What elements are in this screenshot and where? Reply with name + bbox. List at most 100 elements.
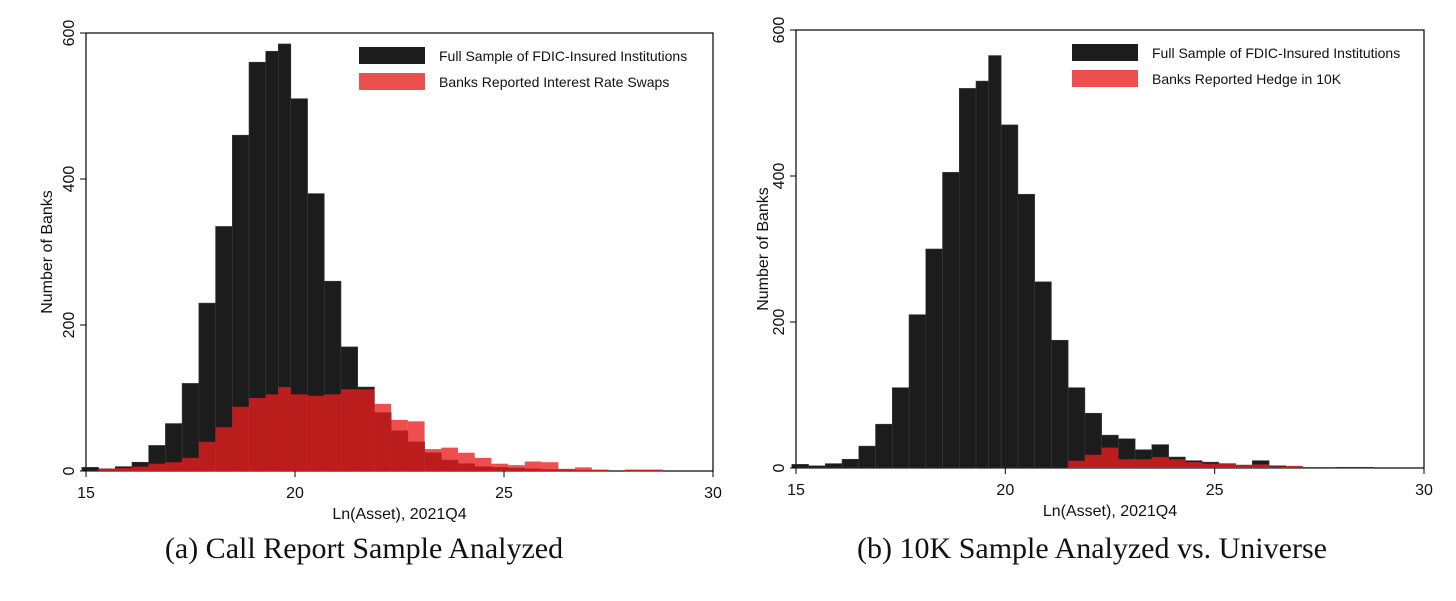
bar-subset [1151,457,1169,468]
bar-full-sample [1017,193,1035,469]
caption-b: (b) 10K Sample Analyzed vs. Universe [857,532,1327,565]
bar-subset [1135,459,1152,468]
bar-subset [1185,462,1203,468]
bar-subset [307,395,325,471]
bar-subset [115,468,132,471]
legend-swatch-subset [359,73,425,90]
x-tick-label: 15 [77,485,95,502]
legend-label-subset: Banks Reported Interest Rate Swaps [439,74,669,90]
x-tick-label: 25 [495,485,513,502]
bar-full-sample [808,465,826,469]
bar-subset [1118,459,1136,468]
bar-subset [324,394,341,471]
y-tick-label: 200 [771,309,788,336]
bar-subset [340,389,358,471]
bar-subset [374,403,392,471]
bar-subset [249,398,266,471]
x-tick-label: 15 [787,482,805,499]
bar-subset [558,468,576,471]
bar-subset [575,467,592,471]
bar-full-sample [958,88,977,469]
bar-subset [265,394,279,471]
bar-full-sample [791,464,809,469]
bar-subset [1202,463,1219,468]
y-axis-title: Number of Banks [755,187,772,311]
x-tick-label: 20 [286,485,304,502]
bar-full-sample [1067,387,1086,469]
caption-a: (a) Call Report Sample Analyzed [164,532,564,565]
legend-swatch-full [359,47,425,64]
histogram-a: 15 20 25 30 0 200 400 600 Ln(Asset), 2021Q4 Numbe… [39,20,722,523]
bar-subset [232,406,250,471]
x-tick-label: 30 [1415,482,1433,499]
bar-full-sample [925,248,943,469]
y-tick-label: 600 [771,17,788,44]
bar-full-sample [975,80,989,469]
bar-subset [182,457,199,471]
y-tick-label: 400 [771,163,788,190]
bar-subset [1252,464,1270,468]
bar-subset [165,462,183,471]
bar-full-sample [1000,124,1019,469]
bar-full-sample [1051,339,1069,469]
y-tick-label: 400 [61,166,78,193]
bar-subset [391,419,408,471]
bar-subset [1101,447,1119,468]
bar-full-sample [908,314,927,469]
bar-full-sample [81,467,99,472]
x-axis-title: Ln(Asset), 2021Q4 [332,506,466,523]
bar-subset [524,461,542,471]
bar-subset [1269,466,1286,468]
bar-subset [474,457,492,471]
bar-subset [1218,463,1236,468]
histogram-b: 15 20 25 30 0 200 400 600 Ln(Asset), 2021Q4 Numbe… [755,17,1433,520]
legend-swatch-full [1072,44,1138,61]
bar-full-sample [858,445,876,469]
bar-full-sample [825,463,843,469]
y-tick-label: 0 [771,463,788,472]
y-tick-label: 200 [61,312,78,339]
legend-swatch-subset [1072,70,1138,87]
bar-subset [1168,459,1186,468]
bar-full-sample [891,387,910,469]
bar-full-sample [841,458,860,469]
legend-label-full: Full Sample of FDIC-Insured Institutions [1152,45,1400,61]
x-tick-label: 30 [704,485,722,502]
bar-subset [215,427,233,471]
x-tick-label: 25 [1206,482,1224,499]
bar-subset [148,463,166,471]
bar-subset [198,441,216,471]
bar-full-sample [875,423,893,469]
bar-subset [591,469,609,471]
bar-full-sample [1034,281,1052,469]
bar-subset [98,468,116,471]
y-axis-title: Number of Banks [39,190,56,314]
y-tick-label: 600 [61,20,78,47]
x-tick-label: 20 [996,482,1014,499]
bar-subset [1235,465,1253,468]
y-tick-label: 0 [61,466,78,475]
bar-subset [357,389,375,471]
x-axis-title: Ln(Asset), 2021Q4 [1043,503,1177,520]
bar-subset [441,447,459,471]
bar-subset [424,449,442,471]
bar-subset [491,463,509,471]
bar-subset [625,469,663,471]
bar-subset [1302,467,1320,468]
bar-subset [1285,465,1303,468]
chart-panel-a: 15 20 25 30 0 200 400 600 Ln(Asset), 2021Q4 Numbe… [39,20,722,565]
bar-full-sample [1335,466,1375,469]
plot-area [795,29,1425,469]
bar-full-sample [988,55,1002,469]
bar-subset [290,394,308,471]
chart-panel-b: 15 20 25 30 0 200 400 600 Ln(Asset), 2021Q4 Numbe… [728,0,1456,601]
bar-subset [508,465,525,471]
bar-full-sample [942,172,960,469]
legend-label-subset: Banks Reported Hedge in 10K [1152,71,1342,87]
bar-subset [131,466,149,471]
plot-area [85,32,714,472]
bar-subset [1319,467,1337,468]
bar-subset [458,452,475,471]
legend-label-full: Full Sample of FDIC-Insured Institutions [439,48,687,64]
bar-subset [407,421,425,471]
